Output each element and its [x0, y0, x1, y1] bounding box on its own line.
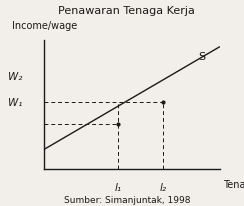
Text: S: S — [199, 52, 206, 62]
Text: Tenaga Kerja: Tenaga Kerja — [223, 179, 244, 189]
Text: Sumber: Simanjuntak, 1998: Sumber: Simanjuntak, 1998 — [64, 195, 190, 204]
Text: Penawaran Tenaga Kerja: Penawaran Tenaga Kerja — [59, 6, 195, 16]
Text: W₁: W₁ — [9, 97, 23, 108]
Text: Income/wage: Income/wage — [12, 21, 78, 31]
Text: W₂: W₂ — [9, 72, 23, 82]
Text: l₁: l₁ — [114, 182, 121, 192]
Text: l₂: l₂ — [160, 182, 167, 192]
